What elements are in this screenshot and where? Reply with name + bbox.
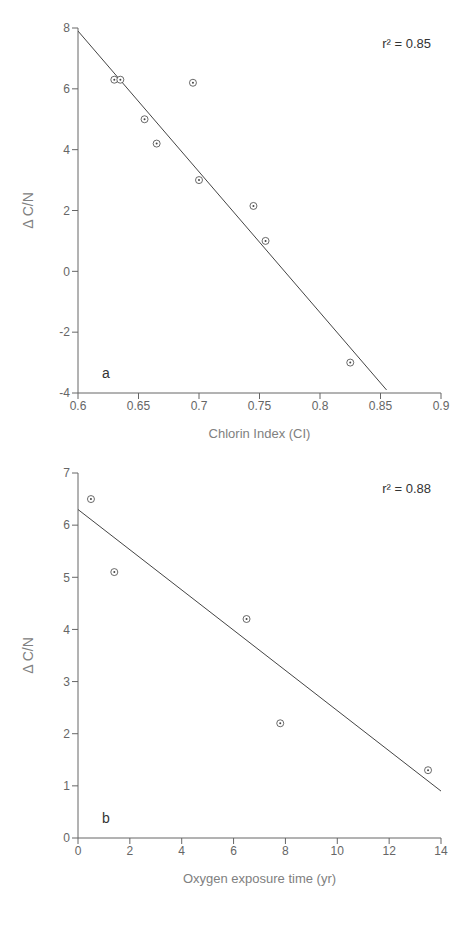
svg-text:4: 4 xyxy=(178,844,185,858)
svg-text:6: 6 xyxy=(63,82,70,96)
svg-text:1: 1 xyxy=(63,779,70,793)
svg-text:4: 4 xyxy=(63,623,70,637)
svg-text:8: 8 xyxy=(63,21,70,35)
svg-text:0: 0 xyxy=(63,265,70,279)
html-text:r² = 0.85: r² = 0.85 xyxy=(382,36,431,51)
svg-text:0.7: 0.7 xyxy=(191,399,208,413)
svg-text:2: 2 xyxy=(63,204,70,218)
svg-text:6: 6 xyxy=(63,518,70,532)
svg-text:0.9: 0.9 xyxy=(433,399,450,413)
svg-text:0.8: 0.8 xyxy=(312,399,329,413)
html-text:r² = 0.88: r² = 0.88 xyxy=(382,481,431,496)
svg-text:5: 5 xyxy=(63,571,70,585)
svg-text:0.75: 0.75 xyxy=(248,399,272,413)
html-text:b: b xyxy=(102,810,110,826)
svg-text:3: 3 xyxy=(63,675,70,689)
svg-text:4: 4 xyxy=(63,143,70,157)
svg-text:Δ C/N: Δ C/N xyxy=(20,192,36,229)
svg-text:7: 7 xyxy=(63,466,70,480)
svg-text:14: 14 xyxy=(434,844,448,858)
svg-text:2: 2 xyxy=(63,727,70,741)
html-text:a: a xyxy=(102,365,110,381)
svg-text:6: 6 xyxy=(230,844,237,858)
svg-text:0.85: 0.85 xyxy=(369,399,393,413)
svg-text:Chlorin Index (CI): Chlorin Index (CI) xyxy=(209,426,311,441)
svg-text:0: 0 xyxy=(63,831,70,845)
svg-text:0.65: 0.65 xyxy=(127,399,151,413)
svg-text:12: 12 xyxy=(382,844,396,858)
svg-text:2: 2 xyxy=(127,844,134,858)
svg-text:8: 8 xyxy=(282,844,289,858)
svg-text:Δ C/N: Δ C/N xyxy=(20,637,36,674)
svg-text:-4: -4 xyxy=(59,386,70,400)
svg-text:Oxygen exposure time (yr): Oxygen exposure time (yr) xyxy=(183,871,336,886)
svg-text:0.6: 0.6 xyxy=(70,399,87,413)
svg-text:10: 10 xyxy=(331,844,345,858)
svg-text:-2: -2 xyxy=(59,325,70,339)
svg-text:0: 0 xyxy=(75,844,82,858)
